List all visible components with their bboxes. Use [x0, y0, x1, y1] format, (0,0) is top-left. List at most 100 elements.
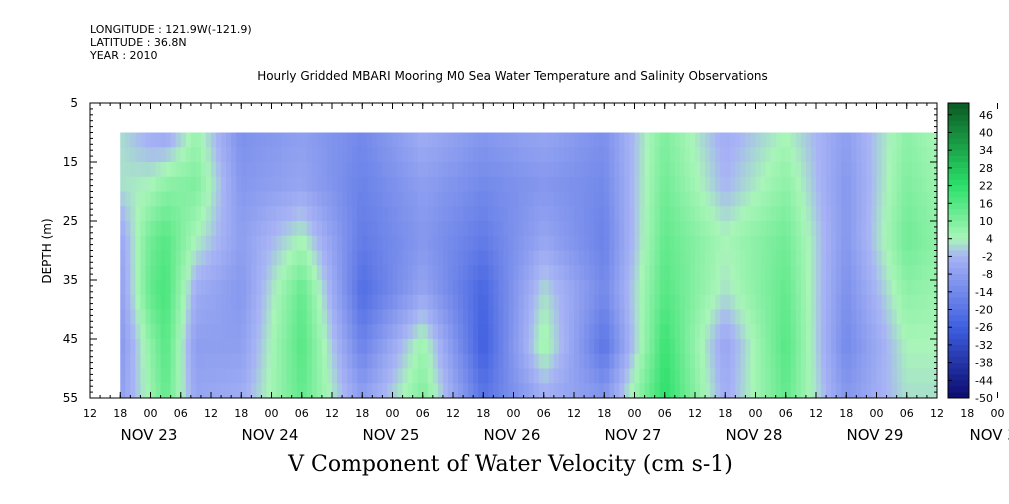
- heatmap-cell: [695, 221, 701, 237]
- heatmap-cell: [710, 339, 716, 355]
- heatmap-cell: [836, 383, 842, 399]
- heatmap-cell: [165, 294, 172, 310]
- heatmap-cell: [629, 147, 635, 163]
- x-tick-label: 00: [870, 407, 884, 420]
- heatmap-cell: [326, 309, 333, 325]
- heatmap-cell: [851, 294, 857, 310]
- heatmap-cell: [221, 368, 227, 384]
- heatmap-cell: [221, 309, 227, 325]
- heatmap-cell: [195, 147, 202, 163]
- heatmap-cell: [886, 368, 893, 384]
- heatmap-cell: [553, 368, 560, 384]
- heatmap-cell: [296, 191, 303, 207]
- heatmap-cell: [730, 309, 736, 325]
- heatmap-cell: [765, 147, 772, 163]
- heatmap-cell: [881, 206, 887, 222]
- heatmap-cell: [826, 368, 832, 384]
- heatmap-cell: [281, 353, 288, 369]
- heatmap-cell: [311, 176, 318, 192]
- heatmap-cell: [579, 265, 585, 281]
- heatmap-cell: [382, 280, 388, 296]
- heatmap-cell: [407, 191, 414, 207]
- heatmap-cell: [170, 265, 177, 281]
- heatmap-cell: [276, 353, 282, 369]
- heatmap-cell: [261, 147, 267, 163]
- heatmap-cell: [846, 353, 852, 369]
- heatmap-cell: [674, 368, 681, 384]
- heatmap-cell: [488, 265, 494, 281]
- heatmap-cell: [453, 280, 459, 296]
- heatmap-cell: [755, 250, 761, 266]
- heatmap-cell: [160, 221, 167, 237]
- x-tick-label: 18: [234, 407, 248, 420]
- heatmap-cell: [286, 280, 293, 296]
- heatmap-cell: [266, 132, 272, 148]
- heatmap-cell: [266, 162, 272, 178]
- heatmap-cell: [579, 132, 585, 148]
- heatmap-cell: [296, 339, 303, 355]
- heatmap-cell: [684, 176, 691, 192]
- heatmap-cell: [337, 309, 343, 325]
- heatmap-cell: [695, 265, 701, 281]
- heatmap-cell: [558, 294, 565, 310]
- heatmap-cell: [402, 265, 409, 281]
- heatmap-cell: [805, 206, 812, 222]
- heatmap-cell: [422, 147, 429, 163]
- heatmap-cell: [760, 250, 766, 266]
- heatmap-cell: [493, 324, 499, 340]
- heatmap-cell: [629, 294, 635, 310]
- heatmap-cell: [725, 265, 731, 281]
- heatmap-cell: [735, 132, 741, 148]
- heatmap-cell: [876, 132, 882, 148]
- heatmap-cell: [674, 280, 681, 296]
- heatmap-cell: [427, 147, 434, 163]
- heatmap-cell: [140, 162, 146, 178]
- heatmap-cell: [619, 294, 625, 310]
- heatmap-cell: [589, 324, 595, 340]
- heatmap-cell: [579, 176, 585, 192]
- colorbar-cell: [948, 291, 969, 298]
- heatmap-cell: [765, 221, 772, 237]
- heatmap-cell: [190, 324, 197, 340]
- heatmap-cell: [493, 235, 499, 251]
- heatmap-cell: [321, 206, 328, 222]
- heatmap-cell: [599, 250, 605, 266]
- heatmap-cell: [821, 147, 827, 163]
- heatmap-cell: [926, 250, 933, 266]
- heatmap-cell: [745, 132, 751, 148]
- heatmap-cell: [674, 309, 681, 325]
- heatmap-cell: [170, 353, 177, 369]
- heatmap-cell: [412, 162, 419, 178]
- heatmap-cell: [266, 324, 272, 340]
- heatmap-cell: [498, 235, 504, 251]
- heatmap-cell: [785, 147, 792, 163]
- heatmap-cell: [150, 368, 156, 384]
- heatmap-cell: [931, 353, 938, 369]
- heatmap-cell: [901, 309, 908, 325]
- heatmap-cell: [574, 235, 580, 251]
- heatmap-cell: [422, 339, 429, 355]
- heatmap-cell: [357, 324, 363, 340]
- heatmap-cell: [710, 162, 716, 178]
- heatmap-cell: [321, 132, 328, 148]
- heatmap-cell: [755, 339, 761, 355]
- heatmap-cell: [125, 339, 131, 355]
- heatmap-cell: [634, 309, 640, 325]
- heatmap-cell: [321, 353, 328, 369]
- heatmap-cell: [145, 383, 151, 399]
- heatmap-cell: [780, 368, 787, 384]
- colorbar-label: -8: [982, 268, 993, 281]
- heatmap-cell: [170, 176, 177, 192]
- heatmap-cell: [185, 176, 192, 192]
- heatmap-cell: [231, 235, 237, 251]
- heatmap-cell: [503, 235, 509, 251]
- heatmap-cell: [478, 191, 484, 207]
- heatmap-cell: [246, 339, 252, 355]
- heatmap-cell: [352, 250, 358, 266]
- heatmap-cell: [463, 309, 469, 325]
- heatmap-cell: [513, 280, 519, 296]
- heatmap-cell: [357, 191, 363, 207]
- heatmap-cell: [125, 191, 131, 207]
- heatmap-cell: [654, 235, 661, 251]
- heatmap-cell: [810, 162, 817, 178]
